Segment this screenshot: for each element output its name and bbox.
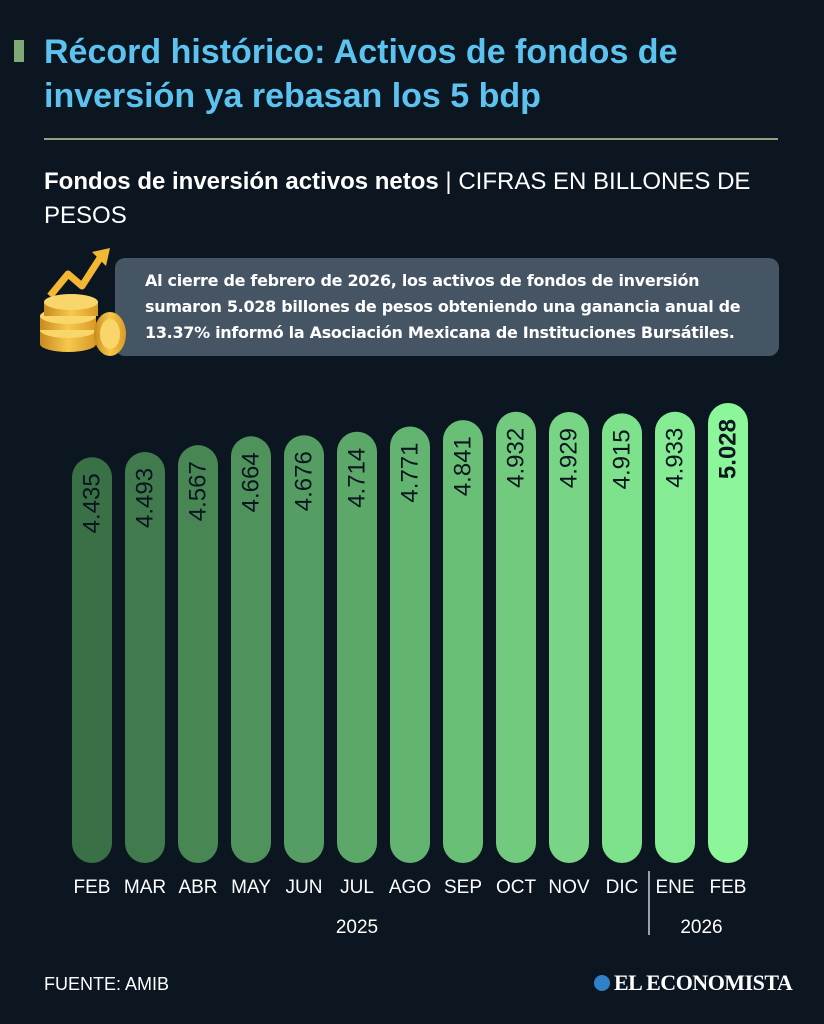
coins-arrow-up-icon bbox=[40, 248, 126, 356]
bar-5 bbox=[337, 431, 377, 863]
globe-icon bbox=[594, 975, 610, 991]
value-label-7: 4.841 bbox=[450, 436, 477, 496]
value-label-12: 5.028 bbox=[715, 419, 742, 479]
value-label-8: 4.932 bbox=[503, 428, 530, 488]
bar-10 bbox=[602, 413, 642, 863]
category-label-5: JUL bbox=[340, 877, 374, 898]
value-label-11: 4.933 bbox=[662, 428, 689, 488]
value-label-1: 4.493 bbox=[132, 468, 159, 528]
subtitle-units: CIFRAS EN BILLONES DE PESOS bbox=[44, 168, 751, 229]
bar-2 bbox=[178, 445, 218, 863]
bar-0 bbox=[72, 457, 112, 863]
logo-text: EL ECONOMISTA bbox=[614, 970, 793, 995]
value-label-10: 4.915 bbox=[609, 429, 636, 489]
bar-8 bbox=[496, 411, 536, 863]
bar-4 bbox=[284, 435, 324, 863]
category-label-9: NOV bbox=[548, 877, 590, 898]
bar-9 bbox=[549, 412, 589, 863]
bar-12 bbox=[708, 403, 748, 863]
category-label-6: AGO bbox=[389, 877, 431, 898]
category-label-11: ENE bbox=[655, 877, 694, 898]
category-label-7: SEP bbox=[444, 877, 482, 898]
labels-layer: 4.435 4.493 4.567 4.664 4.676 4.714 4.771 4.841… bbox=[79, 419, 742, 533]
chart-subtitle: Fondos de inversión activos netos | CIFR… bbox=[44, 165, 784, 233]
bar-6 bbox=[390, 426, 430, 863]
title-marker bbox=[14, 40, 24, 62]
category-label-8: OCT bbox=[496, 877, 537, 898]
bar-7 bbox=[443, 420, 483, 863]
subtitle-main: Fondos de inversión activos netos bbox=[44, 168, 439, 195]
bar-1 bbox=[125, 451, 165, 863]
note-text: Al cierre de febrero de 2026, los activo… bbox=[145, 271, 741, 342]
bar-3 bbox=[231, 436, 271, 863]
bars-layer bbox=[72, 403, 748, 863]
divider bbox=[44, 138, 778, 140]
bar-chart: 4.435 4.493 4.567 4.664 4.676 4.714 4.771 4.841… bbox=[72, 403, 748, 938]
category-label-4: JUN bbox=[286, 877, 323, 898]
note-box: Al cierre de febrero de 2026, los activo… bbox=[115, 258, 779, 356]
value-label-4: 4.676 bbox=[291, 451, 318, 511]
category-label-12: FEB bbox=[710, 877, 747, 898]
page-title: Récord histórico: Activos de fondos de i… bbox=[44, 33, 678, 115]
category-label-0: FEB bbox=[74, 877, 111, 898]
subtitle-separator: | bbox=[438, 168, 459, 195]
year-label-1: 2026 bbox=[680, 917, 722, 938]
value-label-6: 4.771 bbox=[397, 443, 424, 503]
x-axis: FEB MAR ABR MAY JUN JUL AGO SEP OCT NOV DIC ENE FEB 2… bbox=[74, 871, 747, 938]
year-label-0: 2025 bbox=[336, 917, 378, 938]
value-label-0: 4.435 bbox=[79, 473, 106, 533]
source-note: FUENTE: AMIB bbox=[44, 974, 170, 994]
value-label-3: 4.664 bbox=[238, 452, 265, 512]
value-label-9: 4.929 bbox=[556, 428, 583, 488]
category-label-3: MAY bbox=[231, 877, 271, 898]
category-label-1: MAR bbox=[124, 877, 166, 898]
category-label-10: DIC bbox=[606, 877, 639, 898]
bar-11 bbox=[655, 411, 695, 863]
value-label-2: 4.567 bbox=[185, 461, 212, 521]
publisher-logo: EL ECONOMISTA bbox=[594, 970, 793, 996]
category-label-2: ABR bbox=[178, 877, 217, 898]
value-label-5: 4.714 bbox=[344, 448, 371, 508]
